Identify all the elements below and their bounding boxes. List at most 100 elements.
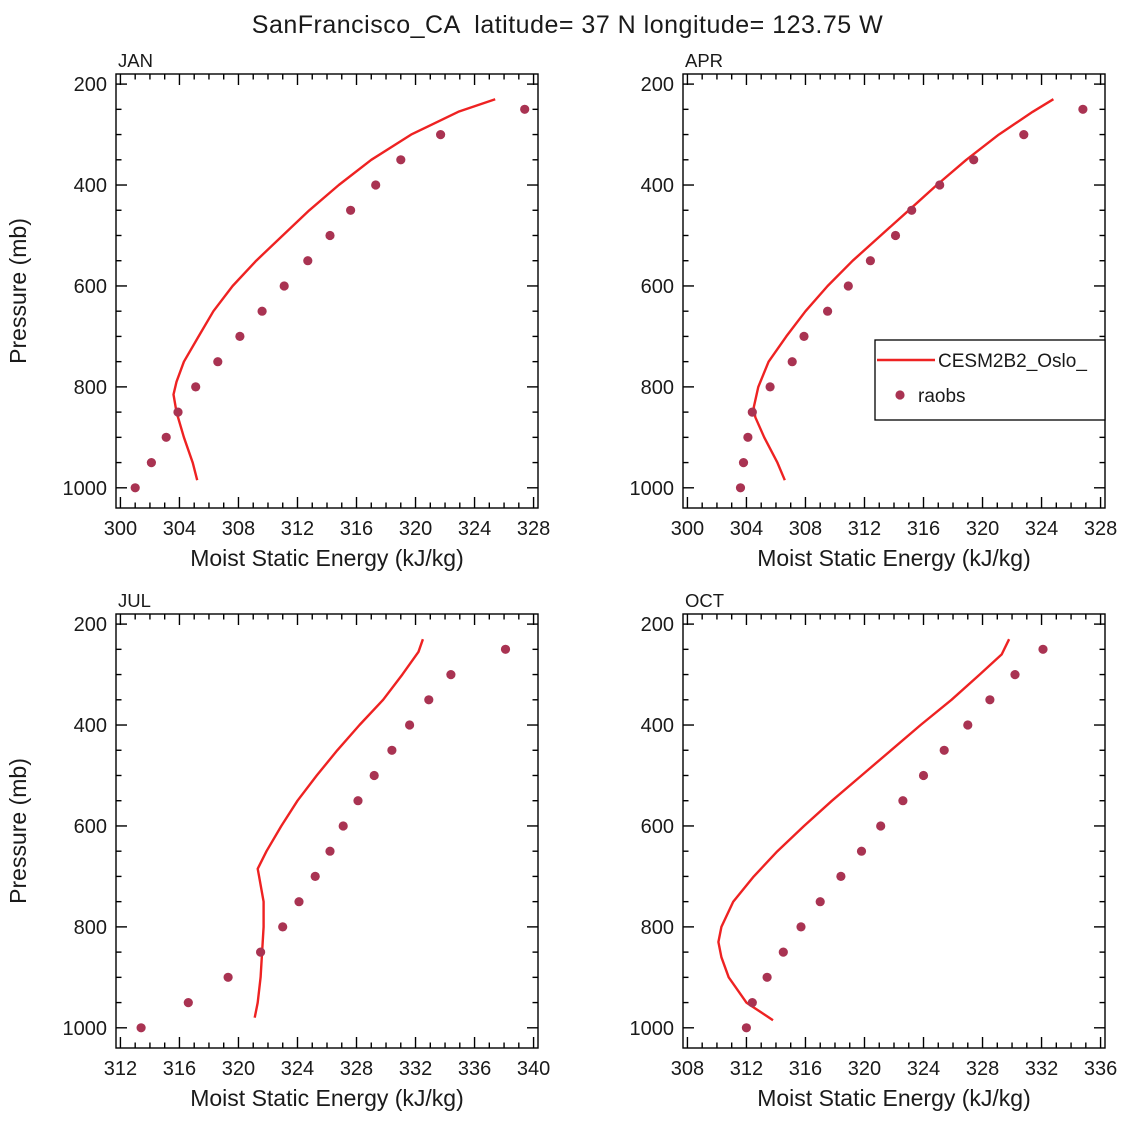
y-tick-label: 600 — [641, 276, 674, 298]
x-tick-label: 316 — [163, 1058, 196, 1080]
tick-labels: 308 312 316 320 324 328 332 336 200 400 600 800 1000 — [630, 614, 1118, 1080]
obs-dot — [173, 407, 183, 417]
obs-dot — [405, 720, 415, 730]
obs-dot — [762, 972, 772, 982]
panel-oct: 308 312 316 320 324 328 332 336 200 400 600 800 1000… — [630, 590, 1118, 1111]
x-tick-label: 328 — [517, 518, 550, 540]
y-tick-label: 600 — [641, 816, 674, 838]
x-tick-label: 308 — [789, 518, 822, 540]
obs-dot — [371, 180, 381, 190]
obs-dot — [935, 180, 945, 190]
obs-dot — [223, 972, 233, 982]
model-line — [253, 638, 425, 1018]
y-tick-label: 200 — [641, 74, 674, 96]
tick-labels: 300 304 308 312 316 320 324 328 200 400 600 800 1000 — [63, 74, 551, 540]
x-tick-label: 336 — [458, 1058, 491, 1080]
obs-dot — [1078, 104, 1088, 114]
obs-dot — [741, 1023, 751, 1033]
axes — [682, 73, 1106, 509]
legend-line-label: CESM2B2_Oslo_ — [938, 351, 1087, 372]
obs-dot — [191, 382, 201, 392]
obs-dot — [396, 155, 406, 165]
obs-dot — [303, 256, 313, 266]
panel-apr: 300 304 308 312 316 320 324 328 200 400 600 800 1000… — [630, 50, 1118, 571]
y-tick-label: 400 — [74, 715, 107, 737]
x-tick-label: 320 — [222, 1058, 255, 1080]
x-tick-label: 308 — [222, 518, 255, 540]
obs-dot — [787, 357, 797, 367]
x-tick-label: 300 — [671, 518, 704, 540]
obs-dot — [823, 306, 833, 316]
obs-dot — [325, 230, 335, 241]
obs-dot — [856, 846, 867, 856]
x-tick-label: 316 — [340, 518, 373, 540]
x-tick-label: 340 — [517, 1058, 550, 1080]
obs-dot — [836, 871, 846, 881]
obs-dot — [279, 281, 289, 291]
obs-dot — [310, 871, 320, 881]
tick-labels: 300 304 308 312 316 320 324 328 200 400 600 800 1000 — [630, 74, 1118, 540]
obs-dot — [747, 407, 757, 417]
x-tick-label: 316 — [907, 518, 940, 540]
y-tick-label: 200 — [641, 614, 674, 636]
x-tick-label: 304 — [163, 518, 196, 540]
obs-dot — [747, 998, 757, 1008]
obs-dot — [963, 720, 973, 730]
x-tick-label: 328 — [340, 1058, 373, 1080]
y-axis-title: Pressure (mb) — [5, 218, 31, 364]
obs-dots — [741, 644, 1048, 1033]
obs-dot — [520, 104, 530, 114]
axes — [115, 613, 539, 1049]
obs-dot — [183, 998, 193, 1008]
obs-dot — [969, 155, 979, 165]
model-line — [717, 638, 1011, 1022]
obs-dot — [446, 670, 456, 680]
x-tick-label: 300 — [104, 518, 137, 540]
x-tick-label: 324 — [907, 1058, 940, 1080]
x-tick-label: 328 — [966, 1058, 999, 1080]
x-axis-title: Moist Static Energy (kJ/kg) — [190, 1085, 464, 1111]
obs-dot — [146, 458, 156, 468]
obs-dot — [325, 846, 335, 856]
legend-dot-sample — [895, 390, 905, 400]
panel-label: APR — [685, 50, 723, 71]
obs-dot — [898, 796, 908, 806]
x-tick-label: 312 — [104, 1058, 137, 1080]
x-tick-label: 312 — [281, 518, 314, 540]
obs-dot — [436, 130, 446, 140]
obs-dot — [256, 947, 266, 957]
model-line — [172, 98, 496, 481]
obs-dot — [424, 695, 434, 705]
y-tick-label: 200 — [74, 614, 107, 636]
x-axis-title: Moist Static Energy (kJ/kg) — [190, 545, 464, 571]
x-tick-label: 312 — [848, 518, 881, 540]
y-tick-label: 1000 — [630, 1018, 675, 1040]
x-tick-label: 324 — [458, 518, 491, 540]
obs-dot — [257, 306, 267, 316]
panel-jan: 300 304 308 312 316 320 324 328 200 400 600 800 1000… — [5, 50, 551, 571]
legend: CESM2B2_Oslo_raobs — [874, 339, 1106, 421]
x-axis-title: Moist Static Energy (kJ/kg) — [757, 545, 1031, 571]
panel-label: JUL — [118, 590, 151, 611]
y-tick-label: 400 — [641, 715, 674, 737]
model-line — [752, 98, 1055, 481]
obs-dot — [1010, 670, 1020, 680]
obs-dot — [161, 432, 171, 442]
x-tick-label: 320 — [966, 518, 999, 540]
obs-dot — [907, 205, 917, 215]
x-tick-label: 328 — [1084, 518, 1117, 540]
obs-dot — [743, 432, 753, 442]
x-tick-label: 320 — [399, 518, 432, 540]
panel-label: OCT — [685, 590, 724, 611]
x-tick-label: 332 — [399, 1058, 432, 1080]
x-tick-label: 320 — [848, 1058, 881, 1080]
obs-dot — [338, 821, 348, 831]
x-tick-label: 312 — [730, 1058, 763, 1080]
obs-dot — [939, 745, 949, 755]
y-tick-label: 600 — [74, 816, 107, 838]
tick-labels: 312 316 320 324 328 332 336 340 200 400 600 800 1000 — [63, 614, 551, 1080]
panels-grid: 300 304 308 312 316 320 324 328 200 400 600 800 1000… — [0, 50, 1135, 1130]
x-tick-label: 308 — [671, 1058, 704, 1080]
figure-title: SanFrancisco_CA latitude= 37 N longitude… — [251, 11, 884, 39]
